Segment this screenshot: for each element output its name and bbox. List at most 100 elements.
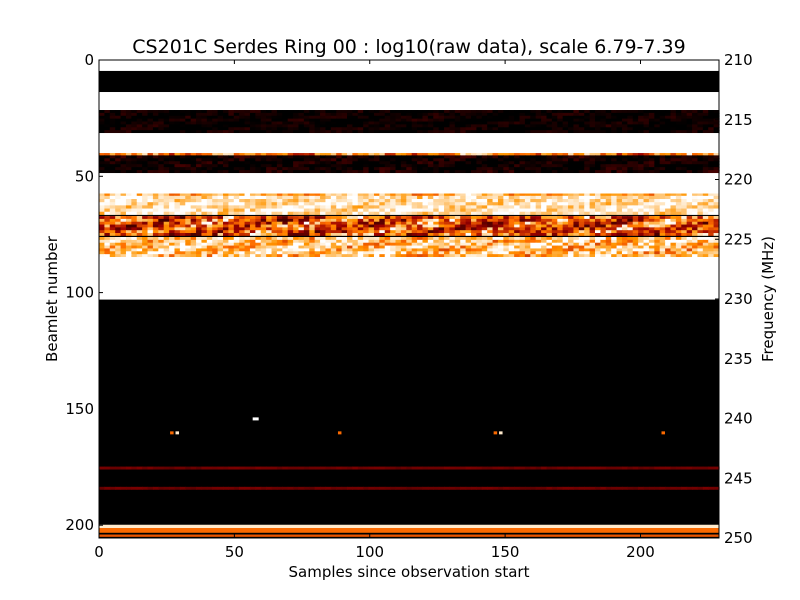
- heatmap-cell: [514, 211, 521, 216]
- heatmap-cell: [487, 251, 494, 255]
- heatmap-cell: [400, 199, 407, 203]
- heatmap-cell: [400, 208, 407, 213]
- heatmap-cell: [568, 130, 575, 134]
- heatmap-cell: [352, 112, 359, 117]
- heatmap-cell: [438, 110, 445, 114]
- heatmap-cell: [492, 161, 499, 165]
- heatmap-cell: [487, 242, 494, 247]
- heatmap-cell: [255, 112, 262, 117]
- heatmap-cell: [589, 118, 596, 123]
- heatmap-cell: [454, 170, 461, 174]
- heatmap-cell: [702, 118, 709, 123]
- heatmap-cell: [578, 153, 585, 156]
- heatmap-cell: [109, 170, 116, 174]
- heatmap-cell: [519, 164, 526, 168]
- heatmap-cell: [347, 167, 353, 171]
- heatmap-cell: [212, 208, 219, 213]
- heatmap-band: [99, 216, 720, 237]
- y2-axis-label: Frequency (MHz): [759, 236, 777, 362]
- heatmap-cell: [503, 127, 510, 131]
- heatmap-cell: [255, 199, 262, 203]
- heatmap-cell: [185, 466, 192, 470]
- heatmap-cell: [675, 153, 682, 156]
- heatmap-cell: [109, 110, 116, 114]
- heatmap-cell: [260, 233, 267, 237]
- heatmap-cell: [136, 205, 143, 210]
- heatmap-cell: [125, 208, 132, 213]
- heatmap-cell: [255, 230, 262, 234]
- heatmap-cell: [115, 251, 122, 255]
- heatmap-cell: [363, 153, 370, 156]
- heatmap-cell: [276, 167, 283, 171]
- heatmap-cell: [627, 193, 634, 197]
- heatmap-cell: [185, 254, 192, 258]
- heatmap-cell: [390, 224, 397, 228]
- heatmap-cell: [120, 221, 127, 226]
- heatmap-cell: [487, 237, 494, 241]
- heatmap-cell: [174, 466, 181, 470]
- heatmap-cell: [659, 218, 666, 223]
- heatmap-cell: [244, 486, 251, 490]
- heatmap-cell: [411, 208, 418, 213]
- heatmap-cell: [541, 242, 548, 247]
- heatmap-cell: [298, 110, 305, 114]
- heatmap-cell: [697, 170, 704, 174]
- heatmap-cell: [476, 205, 483, 210]
- heatmap-cell: [336, 158, 343, 162]
- heatmap-cell: [212, 242, 219, 247]
- heatmap-cell: [562, 227, 569, 231]
- heatmap-cell: [616, 193, 623, 197]
- heatmap-cell: [524, 251, 531, 255]
- heatmap-cell: [260, 466, 267, 470]
- heatmap-cell: [179, 224, 186, 228]
- heatmap-cell: [643, 216, 650, 220]
- heatmap-cell: [411, 115, 418, 120]
- heatmap-cell: [347, 211, 353, 216]
- heatmap-cell: [454, 230, 461, 234]
- heatmap-cell: [142, 158, 149, 162]
- heatmap-cell: [390, 195, 397, 200]
- heatmap-cell: [400, 115, 407, 120]
- heatmap-cell: [201, 124, 208, 128]
- heatmap-cell: [390, 221, 397, 226]
- heatmap-cell: [546, 227, 553, 231]
- heatmap-cell: [600, 237, 607, 241]
- heatmap-cell: [546, 208, 553, 213]
- heatmap-cell: [481, 254, 488, 258]
- heatmap-cell: [481, 124, 488, 128]
- heatmap-cell: [314, 112, 321, 117]
- heatmap-cell: [363, 248, 370, 252]
- heatmap-cell: [384, 221, 391, 226]
- heatmap-cell: [568, 115, 575, 120]
- heatmap-cell: [670, 202, 677, 206]
- heatmap-cell: [352, 130, 359, 134]
- heatmap-cell: [557, 208, 564, 213]
- heatmap-cell: [282, 199, 289, 203]
- heatmap-cell: [476, 124, 483, 128]
- heatmap-cell: [417, 199, 424, 203]
- heatmap-cell: [174, 211, 181, 216]
- heatmap-cell: [611, 224, 618, 228]
- heatmap-cell: [557, 245, 564, 250]
- heatmap-cell: [309, 239, 316, 244]
- heatmap-cell: [120, 216, 127, 220]
- heatmap-cell: [169, 221, 176, 226]
- heatmap-cell: [659, 115, 666, 120]
- heatmap-cell: [702, 167, 709, 171]
- heatmap-cell: [675, 161, 682, 165]
- heatmap-cell: [104, 158, 111, 162]
- heatmap-cell: [266, 158, 273, 162]
- heatmap-cell: [503, 167, 510, 171]
- heatmap-cell: [352, 199, 359, 203]
- heatmap-cell: [239, 230, 246, 234]
- heatmap-cell: [125, 224, 132, 228]
- heatmap-cell: [163, 230, 170, 234]
- heatmap-cell: [120, 164, 127, 168]
- heatmap-cell: [422, 211, 429, 216]
- heatmap-cell: [519, 466, 526, 470]
- heatmap-cell: [158, 224, 165, 228]
- heatmap-cell: [298, 205, 305, 210]
- heatmap-cell: [293, 486, 300, 490]
- heatmap-cell: [670, 161, 677, 165]
- heatmap-cell: [363, 239, 370, 244]
